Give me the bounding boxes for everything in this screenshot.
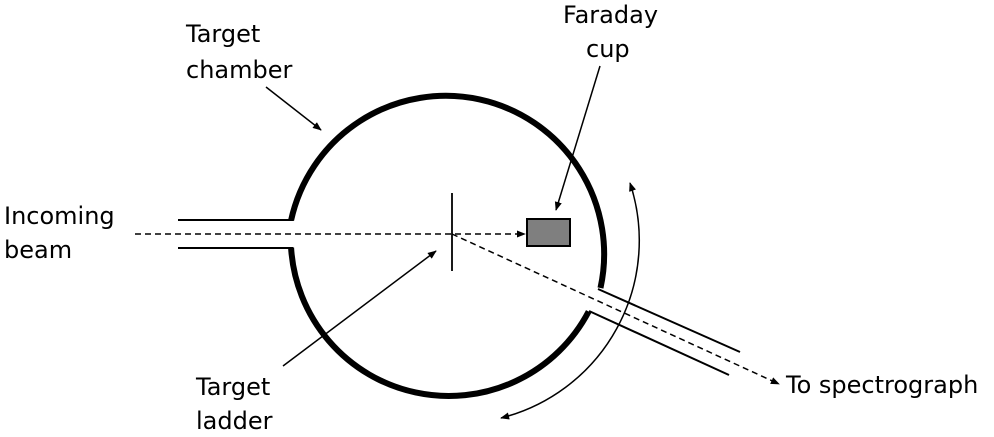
rotation-arrow bbox=[500, 182, 641, 420]
target-chamber-wall bbox=[288, 92, 608, 289]
target-ladder-label: Target ladder bbox=[195, 373, 278, 435]
incoming-beam-label: Incoming beam bbox=[4, 202, 122, 264]
target-chamber-label: Target chamber bbox=[185, 20, 292, 84]
scattered-beam-path bbox=[451, 233, 780, 385]
spectrograph-tube-lower-wall bbox=[588, 310, 730, 376]
target-chamber-pointer bbox=[265, 86, 322, 131]
faraday-cup bbox=[526, 218, 571, 247]
to-spectrograph-label: To spectrograph bbox=[785, 371, 978, 399]
target-ladder-pointer bbox=[282, 250, 437, 367]
target-chamber-wall-lower bbox=[288, 247, 592, 399]
faraday-cup-label: Faraday cup bbox=[563, 1, 666, 63]
spectrograph-tube-upper-wall bbox=[597, 288, 741, 353]
faraday-cup-pointer bbox=[554, 65, 601, 211]
